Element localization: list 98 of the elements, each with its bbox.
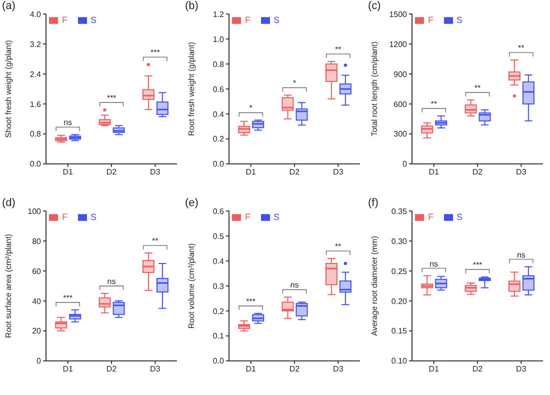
legend-label: S — [90, 212, 97, 222]
y-tick-label: 20 — [32, 326, 42, 336]
x-tick-label: D3 — [516, 168, 527, 177]
legend-label: F — [245, 212, 250, 222]
y-tick-label: 4.0 — [30, 10, 42, 19]
x-tick-label: D2 — [472, 364, 484, 374]
annotation: ns — [290, 280, 299, 290]
x-tick-label: D2 — [106, 364, 118, 374]
y-tick-label: 0.4 — [212, 256, 225, 266]
y-tick-label: 0.4 — [212, 110, 225, 119]
x-tick-label: D1 — [428, 168, 440, 177]
y-tick-label: 0.20 — [391, 296, 408, 306]
y-tick-label: 3.2 — [30, 40, 42, 49]
y-tick-label: 0.6 — [212, 206, 225, 216]
y-tick-label: 1500 — [389, 10, 408, 19]
y-tick-label: 0.2 — [212, 306, 225, 316]
annotation: ** — [335, 44, 342, 54]
y-tick-label: 0.25 — [391, 266, 408, 276]
y-axis-title: Average root diameter (mm) — [370, 236, 379, 336]
x-tick-label: D3 — [333, 364, 344, 374]
annotation: *** — [246, 296, 256, 306]
annotation: *** — [472, 260, 482, 270]
y-axis-title: Root surface area (cm²/plant) — [4, 234, 13, 338]
legend-label: F — [62, 212, 68, 222]
legend-label: F — [428, 15, 434, 25]
x-tick-label: D3 — [150, 364, 161, 374]
y-tick-label: 60 — [32, 266, 42, 276]
y-axis-title: Root fresh weight (g/plant) — [186, 42, 196, 136]
chart-title: (f) — [368, 197, 378, 209]
x-tick-label: D1 — [246, 364, 256, 374]
chart-title: (c) — [368, 0, 381, 12]
annotation: *** — [150, 48, 160, 58]
y-tick-label: 0.0 — [212, 160, 225, 169]
x-tick-label: D2 — [472, 168, 484, 177]
annotation: ** — [430, 99, 437, 108]
y-tick-label: 0.8 — [30, 130, 42, 139]
annotation: * — [249, 104, 252, 113]
x-tick-label: D3 — [333, 168, 344, 177]
annotation: * — [292, 78, 296, 88]
y-axis-title: Shoot fresh weight (g/plant) — [4, 40, 13, 138]
legend-label: F — [428, 212, 434, 222]
y-tick-label: 80 — [32, 236, 42, 246]
y-tick-label: 1.0 — [212, 34, 225, 44]
x-tick-label: D1 — [62, 364, 74, 374]
x-tick-label: D2 — [289, 364, 300, 374]
annotation: ns — [430, 259, 438, 268]
annotation: ** — [335, 242, 342, 251]
chart-title: (b) — [185, 0, 198, 12]
chart-title: (e) — [185, 197, 198, 209]
y-tick-label: 0.8 — [212, 60, 225, 69]
annotation: ns — [107, 276, 116, 286]
annotation: ns — [64, 118, 72, 128]
x-tick-label: D1 — [62, 168, 74, 177]
y-tick-label: 0.5 — [212, 232, 225, 241]
chart-title: (a) — [2, 0, 16, 12]
y-tick-label: 0.1 — [212, 332, 225, 341]
x-tick-label: D1 — [428, 364, 440, 374]
y-tick-label: 0.30 — [391, 236, 408, 246]
x-tick-label: D3 — [516, 364, 527, 374]
x-tick-label: D3 — [150, 168, 161, 177]
y-tick-label: 1.6 — [30, 100, 42, 109]
y-tick-label: 0 — [36, 356, 42, 366]
y-tick-label: 2.4 — [30, 70, 42, 79]
annotation: *** — [63, 293, 73, 302]
y-tick-label: 300 — [394, 130, 408, 139]
y-tick-label: 0.0 — [30, 160, 42, 169]
y-tick-label: 40 — [32, 296, 42, 306]
legend-label: S — [456, 15, 463, 25]
annotation: *** — [106, 93, 116, 102]
y-axis-title: Root volume (cm³/plant) — [186, 242, 196, 329]
annotation: ns — [516, 250, 526, 260]
y-tick-label: 0.35 — [391, 206, 408, 216]
legend-label: F — [245, 15, 250, 25]
legend-label: F — [62, 15, 68, 25]
y-tick-label: 600 — [394, 100, 408, 109]
y-tick-label: 0 — [402, 160, 408, 169]
y-tick-label: 0.3 — [212, 282, 225, 291]
annotation: ** — [518, 43, 524, 52]
y-tick-label: 0.6 — [212, 84, 225, 94]
annotation: ** — [152, 236, 158, 246]
y-tick-label: 1200 — [389, 40, 408, 49]
legend-label: S — [274, 212, 280, 222]
x-tick-label: D2 — [289, 168, 300, 177]
chart-title: (d) — [2, 197, 16, 209]
y-tick-label: 100 — [28, 206, 42, 216]
legend-label: S — [90, 15, 97, 25]
legend-label: S — [274, 15, 280, 25]
x-tick-label: D2 — [106, 168, 118, 177]
y-tick-label: 0.2 — [212, 134, 225, 144]
y-axis-title: Total root length (cm/plant) — [370, 41, 379, 136]
legend-label: S — [456, 212, 463, 222]
y-tick-label: 0.0 — [212, 356, 225, 366]
y-tick-label: 900 — [394, 70, 408, 79]
y-tick-label: 0.10 — [391, 356, 408, 366]
y-tick-label: 0.15 — [391, 326, 408, 336]
x-tick-label: D1 — [246, 168, 256, 177]
annotation: ** — [474, 83, 481, 92]
y-tick-label: 1.2 — [212, 10, 225, 19]
